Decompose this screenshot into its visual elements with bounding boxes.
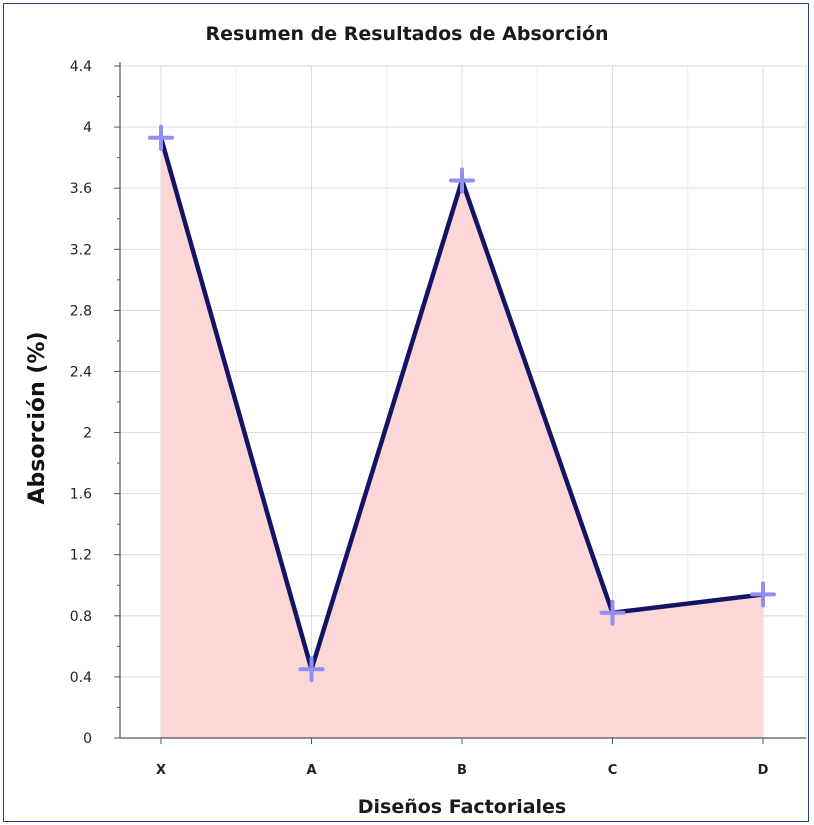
axes [114, 62, 806, 744]
markers [148, 124, 776, 683]
x-tick-label: A [306, 763, 316, 778]
data-point-marker [148, 124, 174, 151]
y-tick-label: 1.2 [70, 548, 92, 564]
x-tick-label: C [608, 763, 618, 778]
y-tick-labels: 0 0.4 0.8 1.2 1.6 2 2.4 2.8 3.2 3.6 4 4.4 [70, 59, 92, 747]
y-tick-label: 4.4 [70, 59, 92, 75]
y-tick-label: 2 [83, 426, 92, 442]
x-tick-label: D [758, 763, 769, 778]
data-point-marker [750, 581, 776, 608]
area-layer [161, 137, 763, 739]
y-tick-label: 4 [83, 120, 92, 136]
y-tick-label: 0.4 [70, 670, 92, 686]
x-tick-label: X [156, 763, 166, 778]
y-tick-label: 2.8 [70, 303, 92, 319]
y-tick-label: 1.6 [70, 487, 92, 503]
x-tick-label: B [457, 763, 467, 778]
y-tick-label: 3.6 [70, 181, 92, 197]
x-axis-label: Diseños Factoriales [358, 796, 566, 818]
y-tick-label: 2.4 [70, 364, 92, 380]
area-fill [161, 137, 763, 739]
data-point-marker [449, 167, 475, 194]
y-tick-label: 0.8 [70, 609, 92, 625]
data-point-marker [298, 656, 325, 683]
data-point-marker [599, 599, 626, 626]
y-tick-label: 3.2 [70, 242, 92, 258]
chart-title: Resumen de Resultados de Absorción [205, 23, 608, 45]
y-tick-label: 0 [83, 731, 92, 747]
y-axis-label: Absorción (%) [25, 331, 50, 504]
